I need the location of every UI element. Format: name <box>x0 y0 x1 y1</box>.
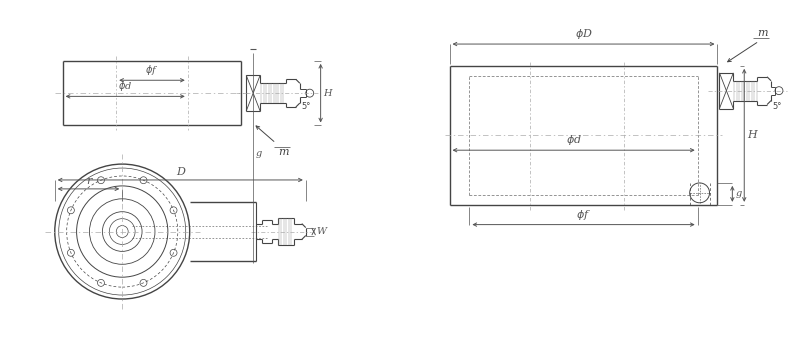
Text: $\phi$D: $\phi$D <box>574 27 593 41</box>
Text: W: W <box>317 227 326 236</box>
Text: D: D <box>176 167 185 177</box>
Text: H: H <box>747 130 757 140</box>
Text: m: m <box>278 147 289 157</box>
Text: g: g <box>735 189 742 198</box>
Text: r: r <box>86 176 91 186</box>
Text: $\phi$f: $\phi$f <box>146 63 158 77</box>
Text: 5°: 5° <box>302 102 311 111</box>
Text: $\phi$d: $\phi$d <box>566 133 582 147</box>
Text: H: H <box>324 89 332 98</box>
Text: $\phi$d: $\phi$d <box>118 79 132 93</box>
Text: g: g <box>256 149 262 158</box>
Text: 5°: 5° <box>772 102 782 111</box>
Text: $\phi$f: $\phi$f <box>576 208 591 222</box>
Text: m: m <box>757 28 768 38</box>
